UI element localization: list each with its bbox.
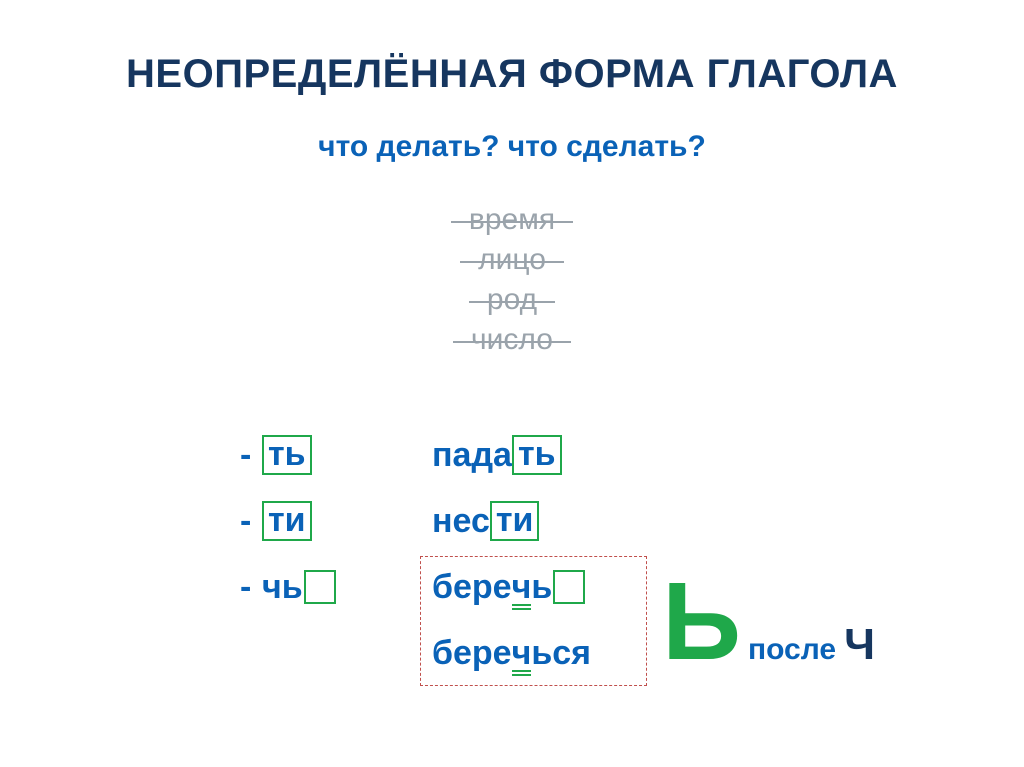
example-tail: ся bbox=[552, 636, 591, 670]
suffix-row: - ти нести bbox=[240, 496, 591, 546]
suffix-ti: ти bbox=[262, 501, 312, 541]
strike-chislo: число bbox=[471, 323, 553, 357]
dash: - bbox=[240, 570, 262, 604]
page-title: НЕОПРЕДЕЛЁННАЯ ФОРМА ГЛАГОЛА bbox=[0, 52, 1024, 97]
example-ch-underlined: ч bbox=[512, 570, 532, 604]
example-stem: пада bbox=[432, 438, 512, 472]
strike-rod: род bbox=[487, 283, 537, 317]
strike-vremya: время bbox=[469, 203, 555, 237]
example-stem: бере bbox=[432, 636, 512, 670]
after-ch-label: после Ч bbox=[748, 620, 875, 670]
dash: - bbox=[240, 504, 262, 538]
dash: - bbox=[240, 438, 262, 472]
subtitle-questions: что делать? что сделать? bbox=[0, 130, 1024, 164]
example-suffix: ти bbox=[490, 501, 540, 541]
suffix-row: - чь беречь bbox=[240, 562, 591, 612]
suffix-table: - ть падать - ти нести - чь бер bbox=[240, 430, 591, 694]
strike-litso: лицо bbox=[478, 243, 546, 277]
big-soft-sign: Ь bbox=[662, 578, 741, 666]
after-letter: Ч bbox=[844, 620, 875, 670]
after-label: после bbox=[748, 633, 836, 667]
example-soft: ь bbox=[531, 570, 552, 604]
example-ch-underlined: ч bbox=[512, 636, 532, 670]
non-applicable-categories: время лицо род число bbox=[0, 200, 1024, 360]
example-soft: ь bbox=[531, 636, 552, 670]
example-suffix: ть bbox=[512, 435, 562, 475]
example-stem: нес bbox=[432, 504, 490, 538]
suffix-row: беречься bbox=[240, 628, 591, 678]
zero-ending-box-icon bbox=[553, 570, 585, 604]
slide: НЕОПРЕДЕЛЁННАЯ ФОРМА ГЛАГОЛА что делать?… bbox=[0, 0, 1024, 767]
zero-ending-box-icon bbox=[304, 570, 336, 604]
suffix-ch: чь bbox=[262, 570, 303, 604]
example-stem: бере bbox=[432, 570, 512, 604]
suffix-row: - ть падать bbox=[240, 430, 591, 480]
suffix-t: ть bbox=[262, 435, 312, 475]
